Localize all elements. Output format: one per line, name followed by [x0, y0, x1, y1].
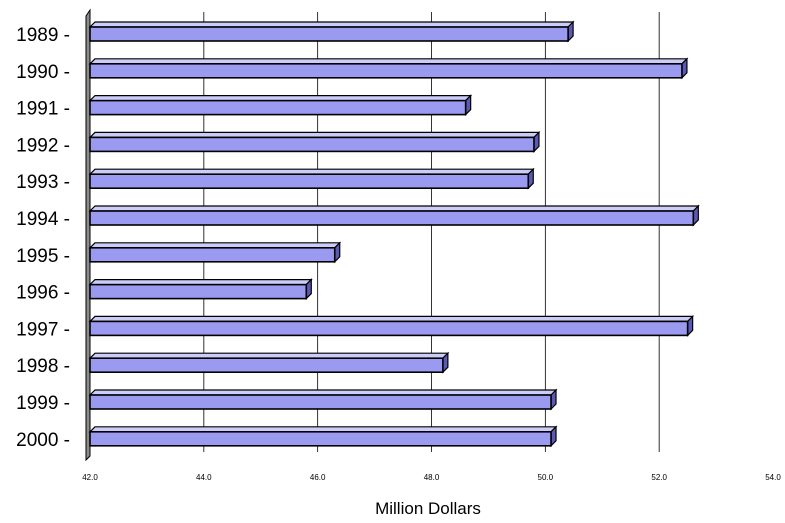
y-tick-label: 1992 - — [16, 135, 70, 156]
bar — [88, 167, 535, 190]
bar — [88, 57, 689, 80]
bar — [88, 241, 342, 264]
y-tick-labels: 1989 - 1990 - 1991 - 1992 - 1993 - 1994 - 1995… — [16, 25, 70, 451]
y-tick-label: 1999 - — [16, 393, 70, 414]
y-tick-label: 1996 - — [16, 283, 70, 304]
bar — [88, 20, 575, 43]
x-tick-label: 44.0 — [196, 473, 212, 482]
y-tick-label: 1989 - — [16, 25, 70, 46]
x-tick-label: 52.0 — [651, 473, 667, 482]
bar-front-face — [89, 283, 308, 300]
bar-front-face — [89, 173, 530, 189]
y-tick-label: 1994 - — [16, 209, 70, 230]
bars — [88, 20, 700, 448]
y-tick-label: 2000 - — [16, 430, 70, 451]
grid-lines — [203, 12, 660, 452]
bar — [88, 130, 541, 153]
y-tick-label: 1991 - — [16, 99, 70, 120]
y-tick-label: 1995 - — [16, 246, 70, 267]
bar-front-face — [89, 210, 695, 226]
bar-front-face — [89, 62, 683, 79]
bar-front-face — [89, 26, 569, 42]
bar — [88, 351, 450, 374]
bar — [88, 278, 313, 301]
bar — [88, 388, 558, 411]
y-tick-label: 1998 - — [16, 356, 70, 377]
x-tick-label: 42.0 — [82, 473, 98, 482]
x-tick-label: 54.0 — [765, 473, 781, 482]
bar-front-face — [89, 136, 535, 153]
bar — [88, 425, 558, 448]
x-tick-label: 48.0 — [424, 473, 440, 482]
y-tick-label: 1990 - — [16, 62, 70, 83]
bar — [88, 94, 473, 117]
bar — [88, 204, 700, 227]
bar-front-face — [89, 394, 552, 410]
bar-front-face — [89, 357, 444, 374]
x-tick-labels: 42.0 44.0 46.0 48.0 50.0 52.0 54.0 — [82, 473, 781, 482]
y-tick-label: 1997 - — [16, 319, 70, 340]
bar-front-face — [89, 247, 336, 263]
x-axis-label: Million Dollars — [375, 499, 481, 518]
bar-front-face — [89, 320, 689, 337]
bar — [88, 314, 695, 337]
y-axis-wall — [85, 8, 91, 462]
x-tick-label: 46.0 — [310, 473, 326, 482]
bar-front-face — [89, 99, 467, 116]
x-tick-label: 50.0 — [538, 473, 554, 482]
y-tick-label: 1993 - — [16, 172, 70, 193]
bar-front-face — [89, 430, 552, 447]
